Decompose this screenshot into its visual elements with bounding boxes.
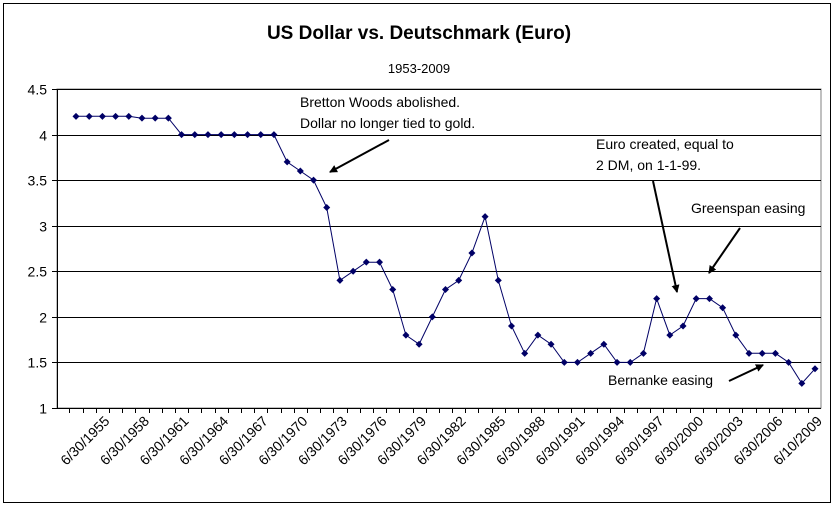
annotation-euro-line2: 2 DM, on 1-1-99. [596,157,702,173]
data-point-marker [732,331,740,339]
chart-subtitle: 1953-2009 [387,61,451,76]
data-point-marker [85,112,93,120]
data-point-marker [125,112,133,120]
annotation-euro: Euro created, equal to 2 DM, on 1-1-99. [596,134,734,176]
data-point-marker [547,340,555,348]
data-point-marker [310,176,318,184]
annotation-bretton-line1: Bretton Woods abolished. [300,94,461,110]
data-point-marker [666,331,674,339]
bernanke-arrow [728,364,764,382]
data-point-marker [415,340,423,348]
data-point-marker [507,322,515,330]
data-point-marker [692,295,700,303]
annotation-bernanke: Bernanke easing [608,372,714,388]
annotation-bretton-line2: Dollar no longer tied to gold. [300,115,476,131]
data-point-marker [613,358,621,366]
chart-frame [3,3,831,503]
data-point-marker [112,112,120,120]
data-point-marker [705,295,713,303]
data-point-marker [587,349,595,357]
data-series [72,112,819,387]
data-point-marker [653,295,661,303]
y-tick-label: 1 [39,401,47,417]
y-tick-label: 4.5 [28,82,48,98]
data-point-marker [72,112,80,120]
data-point-marker [204,131,212,139]
y-tick-label: 2.5 [28,264,48,280]
y-tick-label: 3 [39,219,47,235]
data-point-marker [323,203,331,211]
data-point-marker [164,114,172,122]
data-point-marker [481,213,489,221]
y-tick-label: 3.5 [28,173,48,189]
y-tick-label: 1.5 [28,355,48,371]
data-point-marker [151,114,159,122]
data-point-marker [771,349,779,357]
data-point-marker [560,358,568,366]
data-point-marker [468,249,476,257]
data-point-marker [798,379,806,387]
data-point-marker [389,286,397,294]
data-point-marker [336,276,344,284]
y-tick-label: 4 [39,128,47,144]
data-point-marker [138,114,146,122]
data-point-marker [283,158,291,166]
data-point-marker [178,131,186,139]
data-point-marker [442,286,449,294]
data-point-marker [758,349,766,357]
data-point-marker [639,349,647,357]
data-point-marker [376,258,384,266]
data-point-marker [521,349,529,357]
data-point-marker [719,304,727,312]
euro-arrow [652,180,680,293]
data-point-marker [402,331,410,339]
data-point-marker [257,131,265,139]
data-point-marker [785,358,793,366]
annotation-bretton-woods: Bretton Woods abolished. Dollar no longe… [300,92,475,134]
data-point-marker [230,131,238,139]
data-point-marker [270,131,278,139]
data-point-marker [217,131,225,139]
data-point-marker [296,167,304,175]
data-point-marker [349,267,357,275]
data-point-marker [811,365,819,373]
greenspan-arrow [708,227,741,274]
chart-title: US Dollar vs. Deutschmark (Euro) [266,23,572,44]
data-point-marker [362,258,370,266]
bretton-arrow [329,139,390,173]
annotation-euro-line1: Euro created, equal to [596,136,734,152]
data-point-marker [573,358,581,366]
data-point-marker [494,276,502,284]
data-point-marker [626,358,634,366]
data-point-marker [600,340,608,348]
data-point-marker [534,331,542,339]
data-point-marker [428,313,436,321]
data-point-marker [244,131,252,139]
annotation-greenspan: Greenspan easing [691,200,806,216]
annotation-arrows [329,139,764,382]
data-point-marker [679,322,687,330]
data-point-marker [191,131,199,139]
gridlines [56,88,822,409]
data-point-marker [455,276,463,284]
y-tick-label: 2 [39,310,47,326]
data-point-marker [98,112,106,120]
data-point-marker [745,349,753,357]
